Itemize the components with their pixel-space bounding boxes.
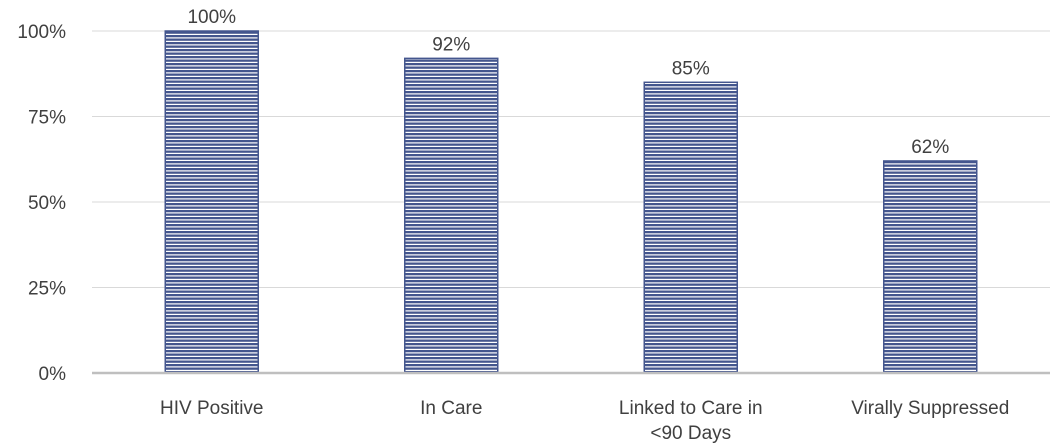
bar <box>404 57 499 374</box>
data-label: 85% <box>672 58 710 79</box>
category-label: Linked to Care in <box>619 398 763 419</box>
y-tick-label: 100% <box>17 22 66 43</box>
data-labels: 100% 92% 85% 62% <box>187 7 949 158</box>
data-label: 62% <box>911 137 949 158</box>
y-tick-label: 50% <box>28 193 66 214</box>
category-label: <90 Days <box>650 423 731 444</box>
y-tick-label: 75% <box>28 108 66 129</box>
data-label: 92% <box>432 34 470 55</box>
category-label: Virally Suppressed <box>851 398 1009 419</box>
bar <box>164 30 259 374</box>
y-tick-label: 0% <box>39 364 67 385</box>
bar <box>643 81 738 374</box>
data-label: 100% <box>187 7 236 28</box>
category-labels: HIV Positive In Care Linked to Care in <90 … <box>160 398 1009 444</box>
bar <box>883 160 978 374</box>
y-axis-tick-labels: 0% 25% 50% 75% 100% <box>17 22 66 385</box>
category-label: In Care <box>420 398 482 419</box>
category-label: HIV Positive <box>160 398 263 419</box>
y-tick-label: 25% <box>28 279 66 300</box>
